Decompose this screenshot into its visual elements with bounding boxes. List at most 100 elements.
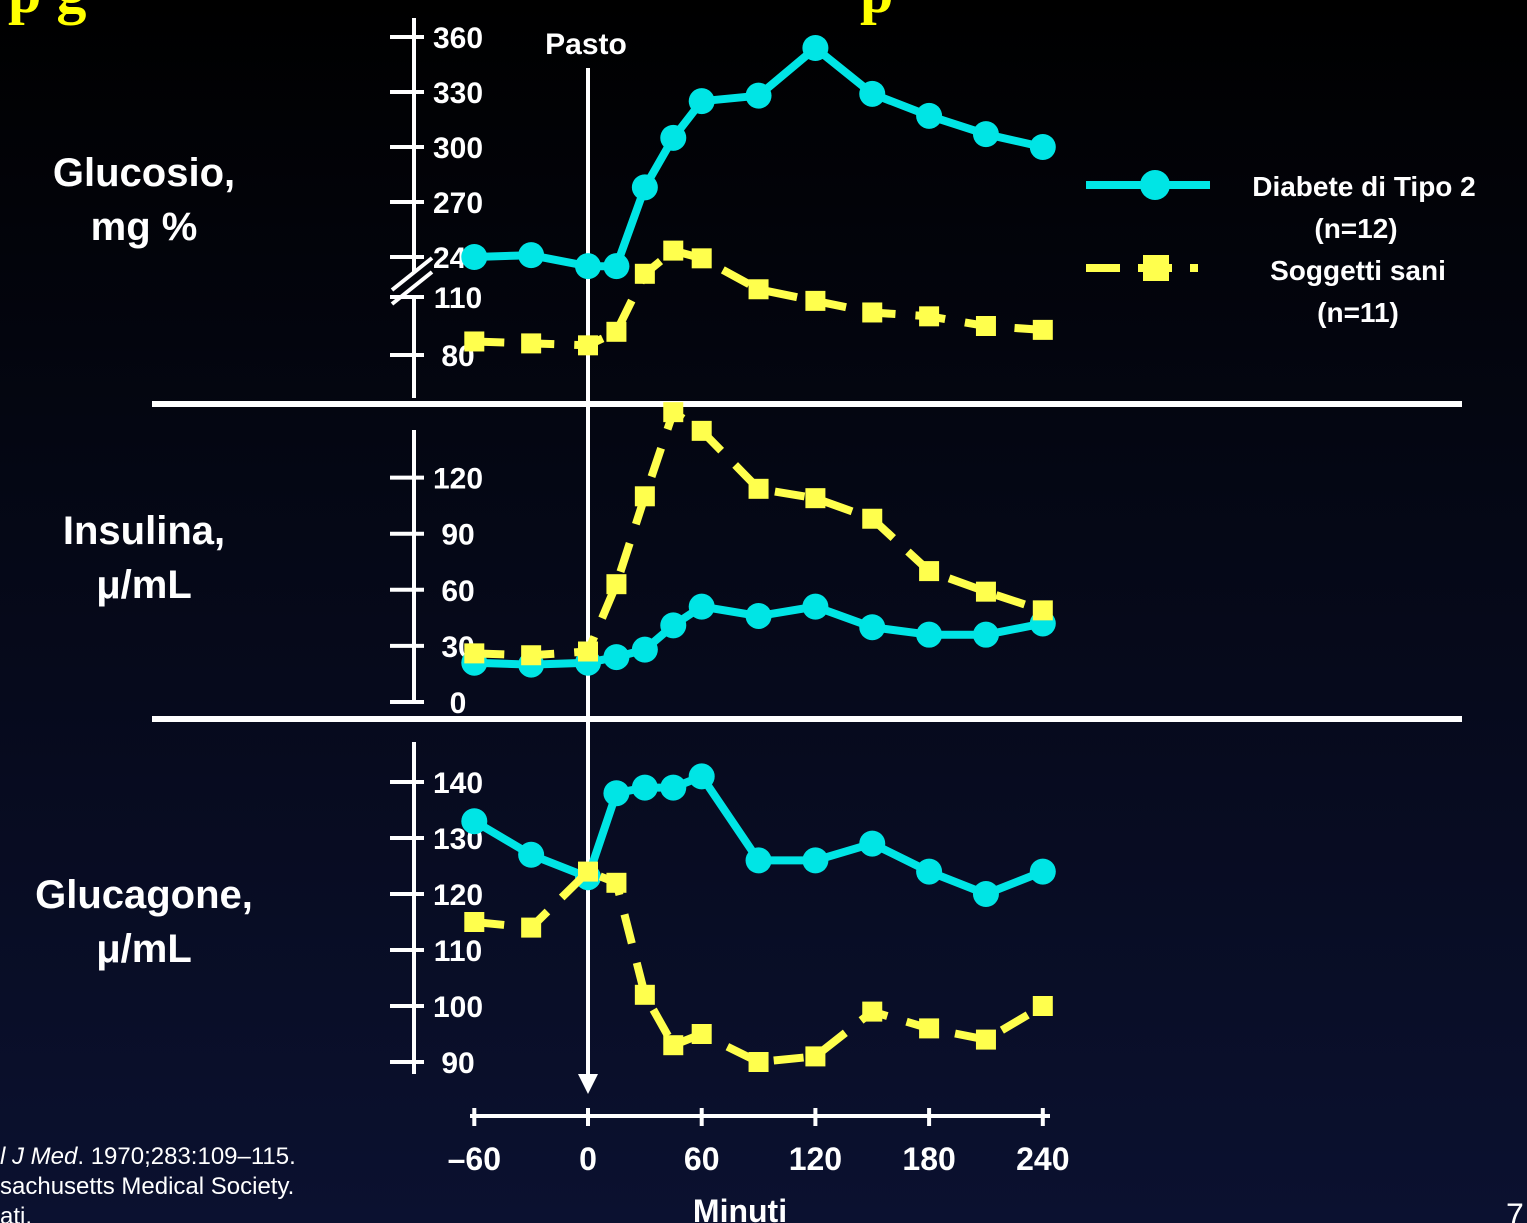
glucose-healthy-point-0 <box>464 331 485 352</box>
glucagon-healthy-point-11 <box>975 1029 996 1050</box>
insulin-healthy-point-4 <box>634 486 655 507</box>
panel-dividers <box>152 401 1462 722</box>
glucagon-diabetes-line <box>472 772 1045 898</box>
meal-arrow-icon <box>578 1074 598 1094</box>
glucagon-healthy-point-0 <box>464 912 485 932</box>
insulin-tick-0-label: 0 <box>450 687 467 720</box>
x-tick-label-4: 180 <box>902 1141 955 1177</box>
insulin-healthy-point-6 <box>691 420 712 441</box>
insulin-diabetes-point-3 <box>603 644 630 671</box>
glucose-healthy-point-4 <box>634 263 655 284</box>
glucagon-diabetes-point-11 <box>972 881 999 907</box>
legend-healthy-label: Soggetti sani <box>1270 255 1446 286</box>
title-fragment-right: p <box>860 0 893 25</box>
insulin-healthy-point-3 <box>606 574 627 595</box>
glucose-diabetes-point-11 <box>972 121 999 148</box>
glucagon-diabetes-point-0 <box>461 808 488 835</box>
glucose-label-line2: mg % <box>91 205 198 249</box>
insulin-healthy-point-12 <box>1032 600 1053 621</box>
x-tick-label-5: 240 <box>1016 1141 1069 1177</box>
data-series <box>461 35 1056 1072</box>
glucagon-diabetes-point-10 <box>916 858 943 885</box>
glucagon-diabetes-point-1 <box>518 841 545 868</box>
glucose-healthy-point-8 <box>805 290 826 311</box>
glucose-diabetes-point-5 <box>660 124 687 151</box>
citation-line3: ati. <box>0 1203 32 1223</box>
glucagon-healthy-point-7 <box>748 1052 769 1072</box>
citation-journal: l J Med <box>0 1143 78 1170</box>
glucose-healthy-point-12 <box>1032 319 1053 340</box>
glucagon-diabetes-point-12 <box>1029 858 1056 885</box>
legend-healthy-n: (n=11) <box>1317 297 1399 328</box>
glucose-diabetes-point-8 <box>802 35 829 62</box>
x-axis: –60 0 60 120 180 240 Minuti <box>448 1108 1069 1223</box>
x-tick-label-2: 60 <box>684 1141 720 1177</box>
glucagon-diabetes-point-7 <box>745 847 772 874</box>
glucagon-tick-110-label: 110 <box>434 935 482 968</box>
x-axis-label: Minuti <box>693 1193 787 1223</box>
citation: l J Med. 1970;283:109–115. sachusetts Me… <box>0 1143 296 1223</box>
glucose-tick-300-label: 300 <box>433 132 483 165</box>
glucagon-healthy-point-5 <box>663 1035 684 1056</box>
glucagon-diabetes-point-9 <box>859 830 886 857</box>
legend-healthy-marker <box>1143 255 1169 281</box>
glucagon-healthy-point-2 <box>578 861 598 882</box>
glucose-diabetes-point-9 <box>859 80 886 107</box>
glucose-diabetes-point-2 <box>575 253 601 280</box>
meal-label: Pasto <box>545 28 627 61</box>
citation-line1: l J Med. 1970;283:109–115. <box>0 1143 296 1170</box>
glucose-tick-360-label: 360 <box>433 22 483 55</box>
insulin-healthy-point-7 <box>748 478 769 499</box>
glucagon-label-line1: Glucagone, <box>35 873 253 917</box>
insulin-tick-60-label: 60 <box>441 575 474 608</box>
title-fragment-left: p g <box>8 0 86 25</box>
insulin-diabetes-point-5 <box>660 612 687 639</box>
glucagon-healthy-line <box>473 867 1045 1066</box>
insulin-healthy-point-5 <box>663 402 684 423</box>
glucagon-healthy-point-1 <box>521 917 542 938</box>
insulin-healthy-point-2 <box>578 641 598 662</box>
glucagon-healthy-point-9 <box>862 1001 883 1022</box>
page-number: 7 <box>1506 1197 1524 1223</box>
glucagon-tick-90-label: 90 <box>441 1047 474 1080</box>
insulin-healthy-point-8 <box>805 488 826 509</box>
insulin-diabetes-point-8 <box>802 593 829 620</box>
glucose-diabetes-point-0 <box>461 244 488 270</box>
citation-ref: . 1970;283:109–115. <box>77 1143 295 1170</box>
glucose-healthy-point-1 <box>521 333 542 354</box>
insulin-healthy-point-11 <box>975 581 996 602</box>
glucose-healthy-point-10 <box>919 306 940 327</box>
glucagon-diabetes-point-5 <box>660 774 687 801</box>
insulin-diabetes-point-6 <box>688 593 715 620</box>
insulin-tick-90-label: 90 <box>441 519 474 552</box>
insulin-diabetes-point-4 <box>631 636 658 663</box>
glucose-diabetes-point-10 <box>916 102 943 129</box>
x-tick-label-0: –60 <box>448 1141 501 1177</box>
legend-diabetes-marker <box>1140 170 1170 200</box>
legend-diabetes-label: Diabete di Tipo 2 <box>1252 171 1476 202</box>
glucagon-diabetes-point-3 <box>603 780 630 807</box>
insulin-healthy-point-0 <box>464 643 485 664</box>
glucose-tick-110-label: 110 <box>434 282 482 315</box>
glucose-tick-270-label: 270 <box>433 187 483 220</box>
insulin-tick-120-label: 120 <box>433 463 483 496</box>
glucagon-healthy-point-3 <box>606 872 627 893</box>
glucose-healthy-point-2 <box>578 335 598 356</box>
glucose-label-line1: Glucosio, <box>53 151 235 195</box>
glucagon-healthy-point-6 <box>691 1024 712 1044</box>
insulin-healthy-point-9 <box>862 508 883 529</box>
glucagon-healthy-point-4 <box>634 984 655 1005</box>
glucagon-tick-140-label: 140 <box>433 767 483 800</box>
glucose-diabetes-line <box>474 44 1044 271</box>
glucose-healthy-point-3 <box>606 321 627 342</box>
glucagon-diabetes-point-8 <box>802 847 829 874</box>
glucagon-tick-100-label: 100 <box>433 991 483 1024</box>
insulin-label-line1: Insulina, <box>63 509 225 553</box>
glucose-diabetes-point-3 <box>603 253 630 280</box>
glucose-diabetes-point-7 <box>745 82 772 109</box>
glucose-healthy-point-9 <box>862 302 883 323</box>
glucagon-healthy-point-10 <box>919 1018 940 1039</box>
panel-labels: Glucosio, mg % Insulina, μ/mL Glucagone,… <box>35 151 253 971</box>
insulin-healthy-point-10 <box>919 561 940 582</box>
